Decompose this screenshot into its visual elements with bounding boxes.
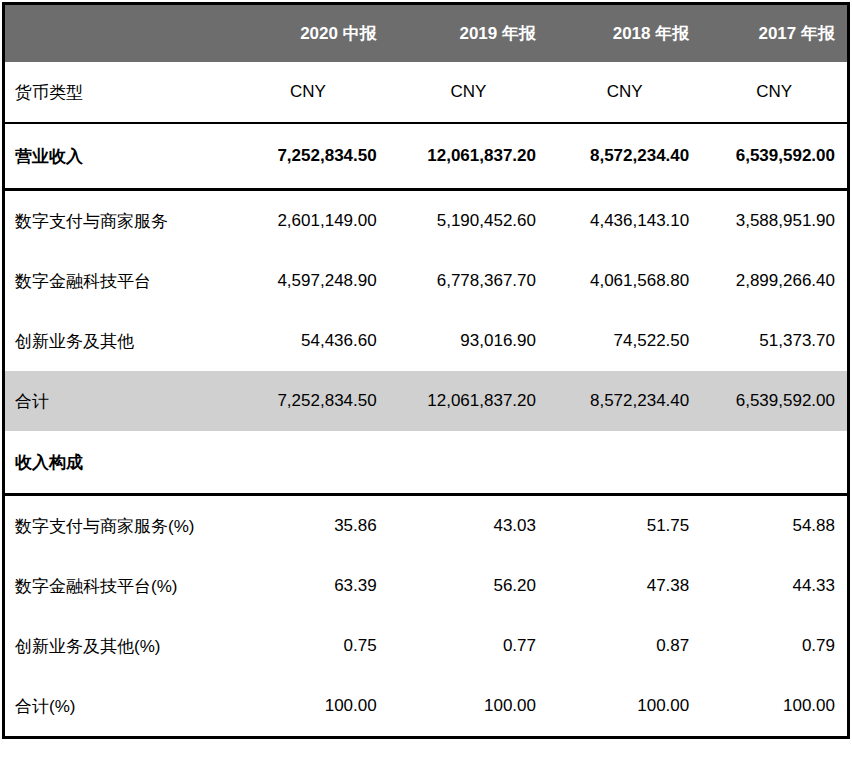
table-row-operating-revenue: 营业收入 7,252,834.50 12,061,837.20 8,572,23… [4,123,849,190]
row-label: 货币类型 [4,62,228,123]
revenue-breakdown-table: 2020 中报 2019 年报 2018 年报 2017 年报 货币类型 CNY… [2,2,850,739]
row-label: 创新业务及其他 [4,311,228,371]
value-cell: 54,436.60 [227,311,388,371]
value-cell: 93,016.90 [389,311,548,371]
value-cell: 6,539,592.00 [701,123,848,190]
table-row-innovation-other-pct: 创新业务及其他(%) 0.75 0.77 0.87 0.79 [4,616,849,676]
row-label: 合计(%) [4,676,228,738]
value-cell: 51,373.70 [701,311,848,371]
value-cell: 12,061,837.20 [389,123,548,190]
value-cell: 2,601,149.00 [227,190,388,252]
table-row-digital-payment: 数字支付与商家服务 2,601,149.00 5,190,452.60 4,43… [4,190,849,252]
value-cell: 3,588,951.90 [701,190,848,252]
row-label: 合计 [4,371,228,431]
row-label: 数字金融科技平台(%) [4,556,228,616]
value-cell: 6,778,367.70 [389,251,548,311]
value-cell [389,431,548,495]
value-cell: 7,252,834.50 [227,371,388,431]
table-row-revenue-composition-header: 收入构成 [4,431,849,495]
column-header-period-3: 2018 年报 [548,4,701,63]
table-row-innovation-other: 创新业务及其他 54,436.60 93,016.90 74,522.50 51… [4,311,849,371]
value-cell: 63.39 [227,556,388,616]
value-cell: 54.88 [701,495,848,557]
value-cell [227,431,388,495]
value-cell: 12,061,837.20 [389,371,548,431]
column-header-period-1: 2020 中报 [227,4,388,63]
value-cell: 44.33 [701,556,848,616]
table-row-digital-fintech: 数字金融科技平台 4,597,248.90 6,778,367.70 4,061… [4,251,849,311]
table-row-currency-type: 货币类型 CNY CNY CNY CNY [4,62,849,123]
value-cell: 100.00 [227,676,388,738]
value-cell: 47.38 [548,556,701,616]
value-cell: 35.86 [227,495,388,557]
value-cell: 51.75 [548,495,701,557]
corner-header-cell [4,4,228,63]
value-cell: 2,899,266.40 [701,251,848,311]
row-label: 数字金融科技平台 [4,251,228,311]
value-cell: 56.20 [389,556,548,616]
value-cell: 7,252,834.50 [227,123,388,190]
row-label: 创新业务及其他(%) [4,616,228,676]
value-cell: 43.03 [389,495,548,557]
value-cell: 100.00 [548,676,701,738]
value-cell: CNY [227,62,388,123]
table-row-digital-payment-pct: 数字支付与商家服务(%) 35.86 43.03 51.75 54.88 [4,495,849,557]
section-label: 收入构成 [4,431,228,495]
row-label: 营业收入 [4,123,228,190]
value-cell: 0.75 [227,616,388,676]
value-cell: 100.00 [701,676,848,738]
value-cell: 5,190,452.60 [389,190,548,252]
value-cell: 4,061,568.80 [548,251,701,311]
value-cell [701,431,848,495]
value-cell: CNY [389,62,548,123]
value-cell: 4,436,143.10 [548,190,701,252]
value-cell: 8,572,234.40 [548,371,701,431]
value-cell: 100.00 [389,676,548,738]
value-cell: 4,597,248.90 [227,251,388,311]
table-row-total-pct: 合计(%) 100.00 100.00 100.00 100.00 [4,676,849,738]
value-cell: 74,522.50 [548,311,701,371]
value-cell: 0.87 [548,616,701,676]
value-cell: 0.77 [389,616,548,676]
value-cell: 0.79 [701,616,848,676]
value-cell: 8,572,234.40 [548,123,701,190]
financial-report-page: 2020 中报 2019 年报 2018 年报 2017 年报 货币类型 CNY… [0,0,852,758]
row-label: 数字支付与商家服务(%) [4,495,228,557]
value-cell [548,431,701,495]
value-cell: CNY [701,62,848,123]
column-header-period-4: 2017 年报 [701,4,848,63]
row-label: 数字支付与商家服务 [4,190,228,252]
table-row-total: 合计 7,252,834.50 12,061,837.20 8,572,234.… [4,371,849,431]
table-row-digital-fintech-pct: 数字金融科技平台(%) 63.39 56.20 47.38 44.33 [4,556,849,616]
value-cell: CNY [548,62,701,123]
column-header-period-2: 2019 年报 [389,4,548,63]
value-cell: 6,539,592.00 [701,371,848,431]
period-header-row: 2020 中报 2019 年报 2018 年报 2017 年报 [4,4,849,63]
